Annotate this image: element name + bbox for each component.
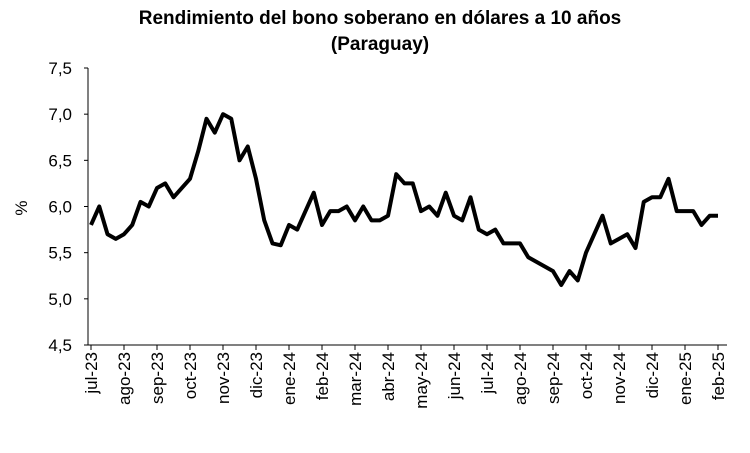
x-tick-label: jul-24 (478, 352, 497, 395)
x-tick-label: ago-24 (511, 352, 530, 405)
line-series (89, 112, 718, 287)
y-tick-label: 7,0 (48, 105, 72, 124)
y-tick-label: 5,0 (48, 290, 72, 309)
x-tick-label: dic-24 (643, 352, 662, 398)
x-tick-label: sep-24 (544, 352, 563, 404)
x-tick-label: may-24 (412, 352, 431, 409)
x-tick-label: feb-24 (313, 352, 332, 400)
x-tick-label: abr-24 (379, 352, 398, 401)
x-tick-label: nov-23 (214, 352, 233, 404)
y-tick-label: 4,5 (48, 336, 72, 355)
y-tick-label: 6,5 (48, 151, 72, 170)
x-tick-label: feb-25 (709, 352, 728, 400)
x-tick-label: dic-23 (247, 352, 266, 398)
x-tick-label: ago-23 (115, 352, 134, 405)
x-tick-label: jul-23 (82, 352, 101, 395)
x-tick-label: nov-24 (610, 352, 629, 404)
y-tick-label: 7,5 (48, 59, 72, 78)
chart-title: Rendimiento del bono soberano en dólares… (139, 8, 622, 29)
y-axis-label: % (12, 200, 31, 215)
x-tick-label: oct-23 (181, 352, 200, 399)
x-tick-label: mar-24 (346, 352, 365, 406)
y-tick-label: 6,0 (48, 198, 72, 217)
x-tick-label: ene-24 (280, 352, 299, 405)
x-tick-label: sep-23 (148, 352, 167, 404)
x-tick-label: oct-24 (577, 352, 596, 399)
x-tick-label: ene-25 (676, 352, 695, 405)
x-tick-label: jun-24 (445, 352, 464, 400)
chart-title: (Paraguay) (331, 34, 429, 55)
y-tick-label: 5,5 (48, 244, 72, 263)
